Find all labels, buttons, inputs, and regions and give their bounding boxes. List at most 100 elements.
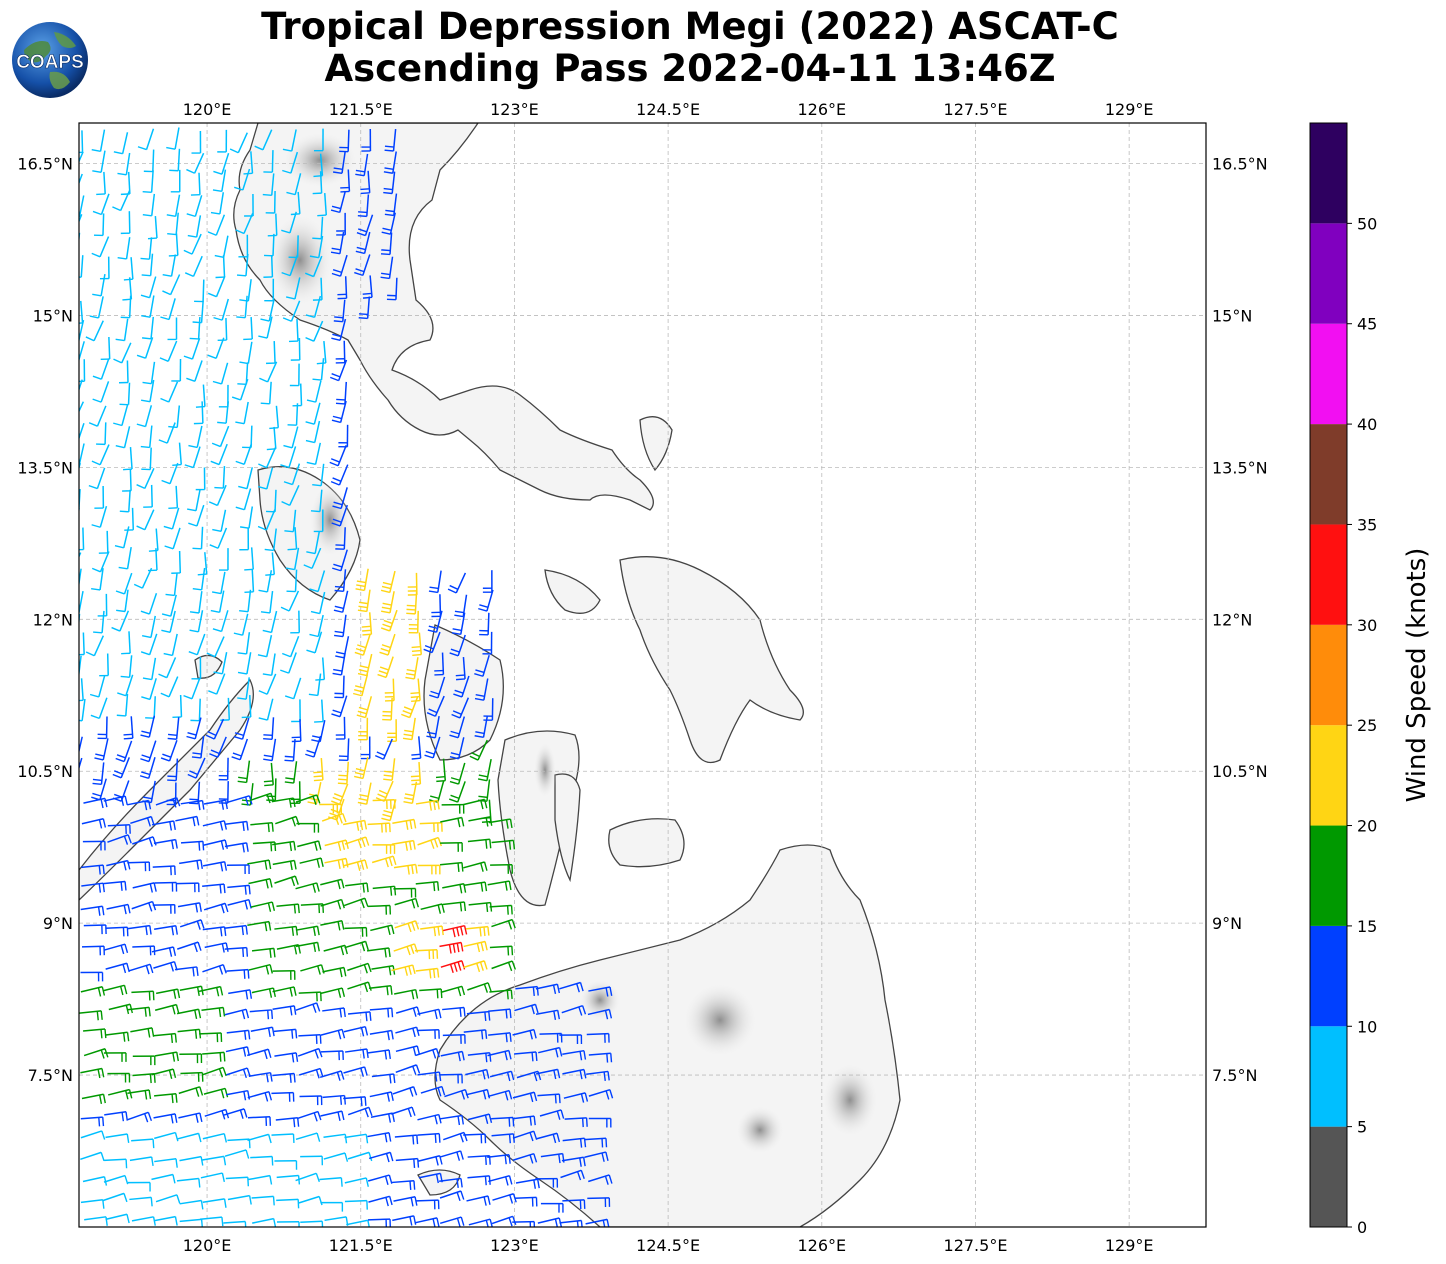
wind-barb	[97, 716, 108, 740]
wind-barb	[489, 904, 513, 915]
wind-barb	[451, 612, 466, 636]
wind-barb	[160, 381, 179, 403]
wind-barb	[172, 694, 183, 718]
wind-barb	[391, 839, 416, 851]
wind-barb	[244, 547, 254, 571]
wind-barb	[417, 1071, 442, 1082]
wind-barb	[139, 757, 156, 779]
wind-barb	[306, 531, 320, 555]
wind-barb	[377, 656, 394, 679]
wind-barb	[474, 715, 489, 739]
wind-barb	[559, 1219, 583, 1227]
wind-barb	[211, 571, 226, 595]
title-line-1: Tropical Depression Megi (2022) ASCAT-C	[261, 5, 1119, 48]
wind-barb	[374, 738, 393, 760]
wind-barb	[106, 903, 131, 915]
wind-barb	[303, 547, 322, 570]
wind-barb	[387, 719, 398, 742]
wind-barb	[79, 423, 85, 441]
wind-barb	[177, 1132, 202, 1143]
wind-barb	[588, 1052, 613, 1063]
wind-barb	[209, 736, 227, 758]
wind-barb	[304, 255, 323, 278]
wind-barb	[117, 152, 131, 176]
wind-barb	[203, 799, 228, 810]
wind-barb	[79, 736, 83, 755]
wind-barb	[79, 359, 86, 383]
wind-barb	[206, 636, 225, 658]
wind-barb	[539, 1109, 565, 1120]
wind-barb	[469, 739, 488, 761]
wind-barb	[105, 962, 130, 974]
wind-barb	[166, 194, 181, 218]
wind-barb	[488, 1032, 512, 1043]
wind-barb	[427, 610, 443, 633]
wind-barb	[224, 924, 248, 936]
lat-tick-right: 7.5°N	[1212, 1066, 1257, 1085]
wind-barb	[393, 887, 417, 898]
wind-barb	[393, 1196, 418, 1207]
wind-barb	[319, 1070, 345, 1081]
wind-barb	[339, 129, 350, 153]
wind-barb	[104, 1110, 128, 1122]
lat-tick-left: 16.5°N	[17, 155, 73, 174]
wind-barb	[79, 443, 85, 466]
wind-barb	[358, 296, 371, 320]
wind-barb	[90, 697, 108, 720]
wind-barb	[152, 865, 176, 876]
wind-barb	[316, 340, 327, 365]
wind-barb	[260, 381, 272, 405]
wind-barb	[372, 844, 396, 854]
wind-barb	[540, 1202, 564, 1213]
wind-barb	[189, 591, 203, 614]
lat-tick-left: 13.5°N	[17, 458, 73, 477]
wind-barb	[97, 593, 108, 617]
wind-barb	[535, 1177, 559, 1188]
wind-barb	[113, 404, 129, 427]
wind-barb	[300, 1220, 324, 1227]
lon-tick-bottom: 123°E	[490, 1236, 539, 1255]
wind-barb	[298, 991, 322, 1002]
wind-barb	[167, 317, 178, 341]
wind-barb	[257, 509, 276, 531]
wind-barb	[587, 1008, 613, 1020]
wind-barb	[276, 1220, 300, 1227]
wind-barb	[333, 299, 346, 323]
wind-barb	[234, 168, 251, 191]
wind-barb	[330, 231, 345, 255]
lat-tick-left: 9°N	[43, 914, 73, 933]
wind-barb	[467, 1052, 492, 1063]
wind-barb	[290, 781, 301, 805]
wind-barb	[353, 756, 369, 780]
wind-barb	[584, 1151, 609, 1162]
wind-barb	[380, 256, 394, 280]
wind-barb	[352, 674, 369, 697]
wind-barb	[291, 719, 302, 743]
wind-barb	[491, 1215, 517, 1227]
wind-barb	[368, 1195, 393, 1207]
wind-barb	[321, 812, 347, 825]
wind-barb	[177, 902, 202, 913]
wind-barb	[564, 1117, 588, 1128]
wind-barb	[141, 447, 152, 471]
wind-barb	[439, 1150, 464, 1161]
wind-barb	[380, 609, 398, 632]
wind-barb	[143, 149, 155, 173]
wind-barb	[309, 570, 326, 593]
wind-barb	[408, 610, 419, 634]
wind-barb	[141, 253, 154, 277]
wind-barb	[123, 257, 134, 281]
wind-barb	[383, 758, 396, 781]
wind-barb	[295, 882, 320, 893]
wind-barb	[355, 231, 371, 255]
wind-barb	[310, 489, 323, 513]
wind-barb	[88, 405, 107, 427]
wind-barb	[272, 1072, 296, 1083]
wind-barb	[332, 487, 348, 510]
wind-barb	[132, 836, 157, 847]
wind-barb	[415, 967, 440, 979]
wind-barb	[154, 1131, 179, 1142]
wind-barb	[368, 985, 393, 996]
wind-barb	[291, 699, 301, 723]
wind-barb	[209, 527, 228, 549]
